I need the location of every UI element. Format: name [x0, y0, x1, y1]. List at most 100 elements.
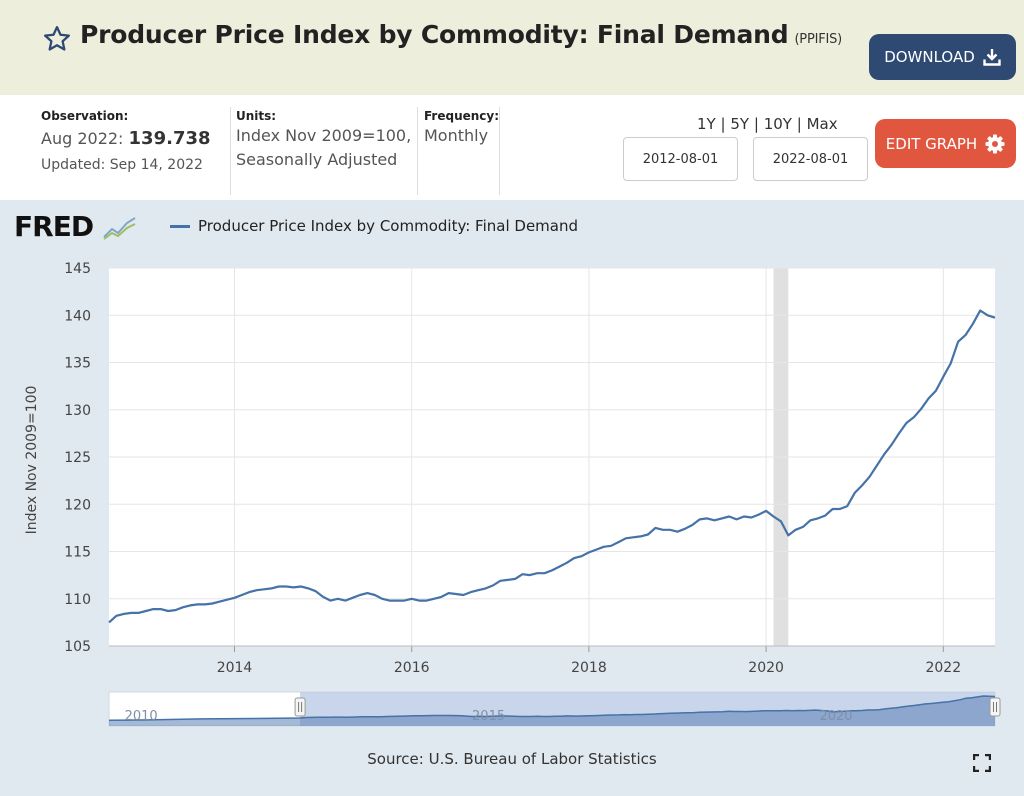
- y-tick-label: 105: [64, 639, 91, 655]
- info-panel: Observation: Aug 2022: 139.738 Updated: …: [0, 95, 1024, 200]
- legend-label: Producer Price Index by Commodity: Final…: [198, 217, 579, 235]
- x-tick-label: 2018: [571, 660, 607, 676]
- data-point: [669, 529, 671, 531]
- trend-logo-icon: [103, 217, 136, 240]
- data-point: [765, 510, 767, 512]
- data-point: [905, 422, 907, 424]
- range-separator: |: [796, 115, 802, 133]
- data-point: [654, 527, 656, 529]
- data-point: [204, 603, 206, 605]
- navigator-handle[interactable]: [989, 697, 1001, 717]
- star-icon[interactable]: [42, 24, 72, 54]
- data-point: [219, 601, 221, 603]
- observation-date: Aug 2022:: [41, 129, 124, 148]
- data-point: [987, 314, 989, 316]
- download-label: DOWNLOAD: [884, 48, 975, 66]
- data-point: [942, 376, 944, 378]
- data-point: [418, 600, 420, 602]
- data-point: [521, 573, 523, 575]
- units-line2: Seasonally Adjusted: [236, 150, 398, 169]
- data-point: [499, 580, 501, 582]
- data-point: [492, 584, 494, 586]
- data-point: [706, 517, 708, 519]
- data-point: [329, 600, 331, 602]
- data-point: [573, 557, 575, 559]
- observation-readout: Aug 2022: 139.738: [41, 127, 211, 151]
- data-point: [366, 592, 368, 594]
- data-point: [839, 508, 841, 510]
- data-point: [477, 589, 479, 591]
- navigator-tick-label: 2015: [472, 709, 505, 724]
- download-button[interactable]: DOWNLOAD: [869, 34, 1016, 80]
- y-tick-label: 130: [64, 403, 91, 419]
- data-point: [529, 574, 531, 576]
- data-point: [861, 484, 863, 486]
- line-chart[interactable]: Index Nov 2009=100 105 110 115 120 125 130 135…: [0, 200, 1024, 746]
- data-point: [551, 569, 553, 571]
- y-tick-label: 115: [64, 545, 91, 561]
- navigator-area: [109, 696, 995, 726]
- range-10y[interactable]: 10Y: [763, 115, 792, 133]
- data-point: [772, 515, 774, 517]
- navigator-handle[interactable]: [294, 697, 306, 717]
- navigator-line: [108, 695, 996, 722]
- data-point: [544, 572, 546, 574]
- data-point: [736, 518, 738, 520]
- data-point: [935, 390, 937, 392]
- data-point: [795, 529, 797, 531]
- edit-graph-button[interactable]: EDIT GRAPH: [875, 119, 1016, 168]
- frequency-label: Frequency:: [424, 109, 500, 123]
- data-point: [691, 524, 693, 526]
- y-axis-label: Index Nov 2009=100: [24, 386, 40, 535]
- fred-logo-text: FRED: [14, 210, 94, 243]
- data-point: [307, 587, 309, 589]
- range-1y[interactable]: 1Y: [697, 115, 716, 133]
- data-point: [817, 517, 819, 519]
- data-point: [389, 600, 391, 602]
- data-point: [536, 572, 538, 574]
- data-point: [123, 613, 125, 615]
- source-note: Source: U.S. Bureau of Labor Statistics: [367, 750, 657, 768]
- fullscreen-icon[interactable]: [973, 754, 991, 772]
- range-separator: |: [720, 115, 726, 133]
- divider: [230, 107, 231, 195]
- data-point: [300, 585, 302, 587]
- data-point: [824, 515, 826, 517]
- data-point: [403, 600, 405, 602]
- range-max[interactable]: Max: [806, 115, 838, 133]
- data-point: [595, 549, 597, 551]
- data-point: [809, 519, 811, 521]
- data-point: [241, 594, 243, 596]
- end-date-input[interactable]: 2022-08-01: [753, 137, 868, 181]
- data-point: [433, 598, 435, 600]
- data-point: [928, 397, 930, 399]
- data-point: [470, 591, 472, 593]
- data-point: [640, 535, 642, 537]
- data-point: [374, 594, 376, 596]
- data-point: [108, 621, 110, 623]
- data-point: [979, 309, 981, 311]
- data-point: [396, 600, 398, 602]
- data-point: [972, 323, 974, 325]
- data-point: [425, 600, 427, 602]
- observation-value: 139.738: [128, 128, 211, 149]
- y-tick-label: 145: [64, 261, 91, 277]
- data-point: [743, 515, 745, 517]
- data-point: [898, 432, 900, 434]
- page-title: Producer Price Index by Commodity: Final…: [80, 20, 842, 49]
- data-point: [337, 598, 339, 600]
- header-bar: Producer Price Index by Commodity: Final…: [0, 0, 1024, 95]
- data-point: [115, 615, 117, 617]
- start-date-input[interactable]: 2012-08-01: [623, 137, 738, 181]
- data-point: [285, 585, 287, 587]
- data-point: [713, 519, 715, 521]
- data-point: [152, 608, 154, 610]
- data-point: [462, 594, 464, 596]
- edit-graph-label: EDIT GRAPH: [885, 134, 978, 153]
- data-point: [226, 599, 228, 601]
- range-5y[interactable]: 5Y: [730, 115, 750, 133]
- range-separator: |: [753, 115, 759, 133]
- updated-date: Updated: Sep 14, 2022: [41, 157, 203, 173]
- data-point: [676, 531, 678, 533]
- download-icon: [983, 49, 1001, 66]
